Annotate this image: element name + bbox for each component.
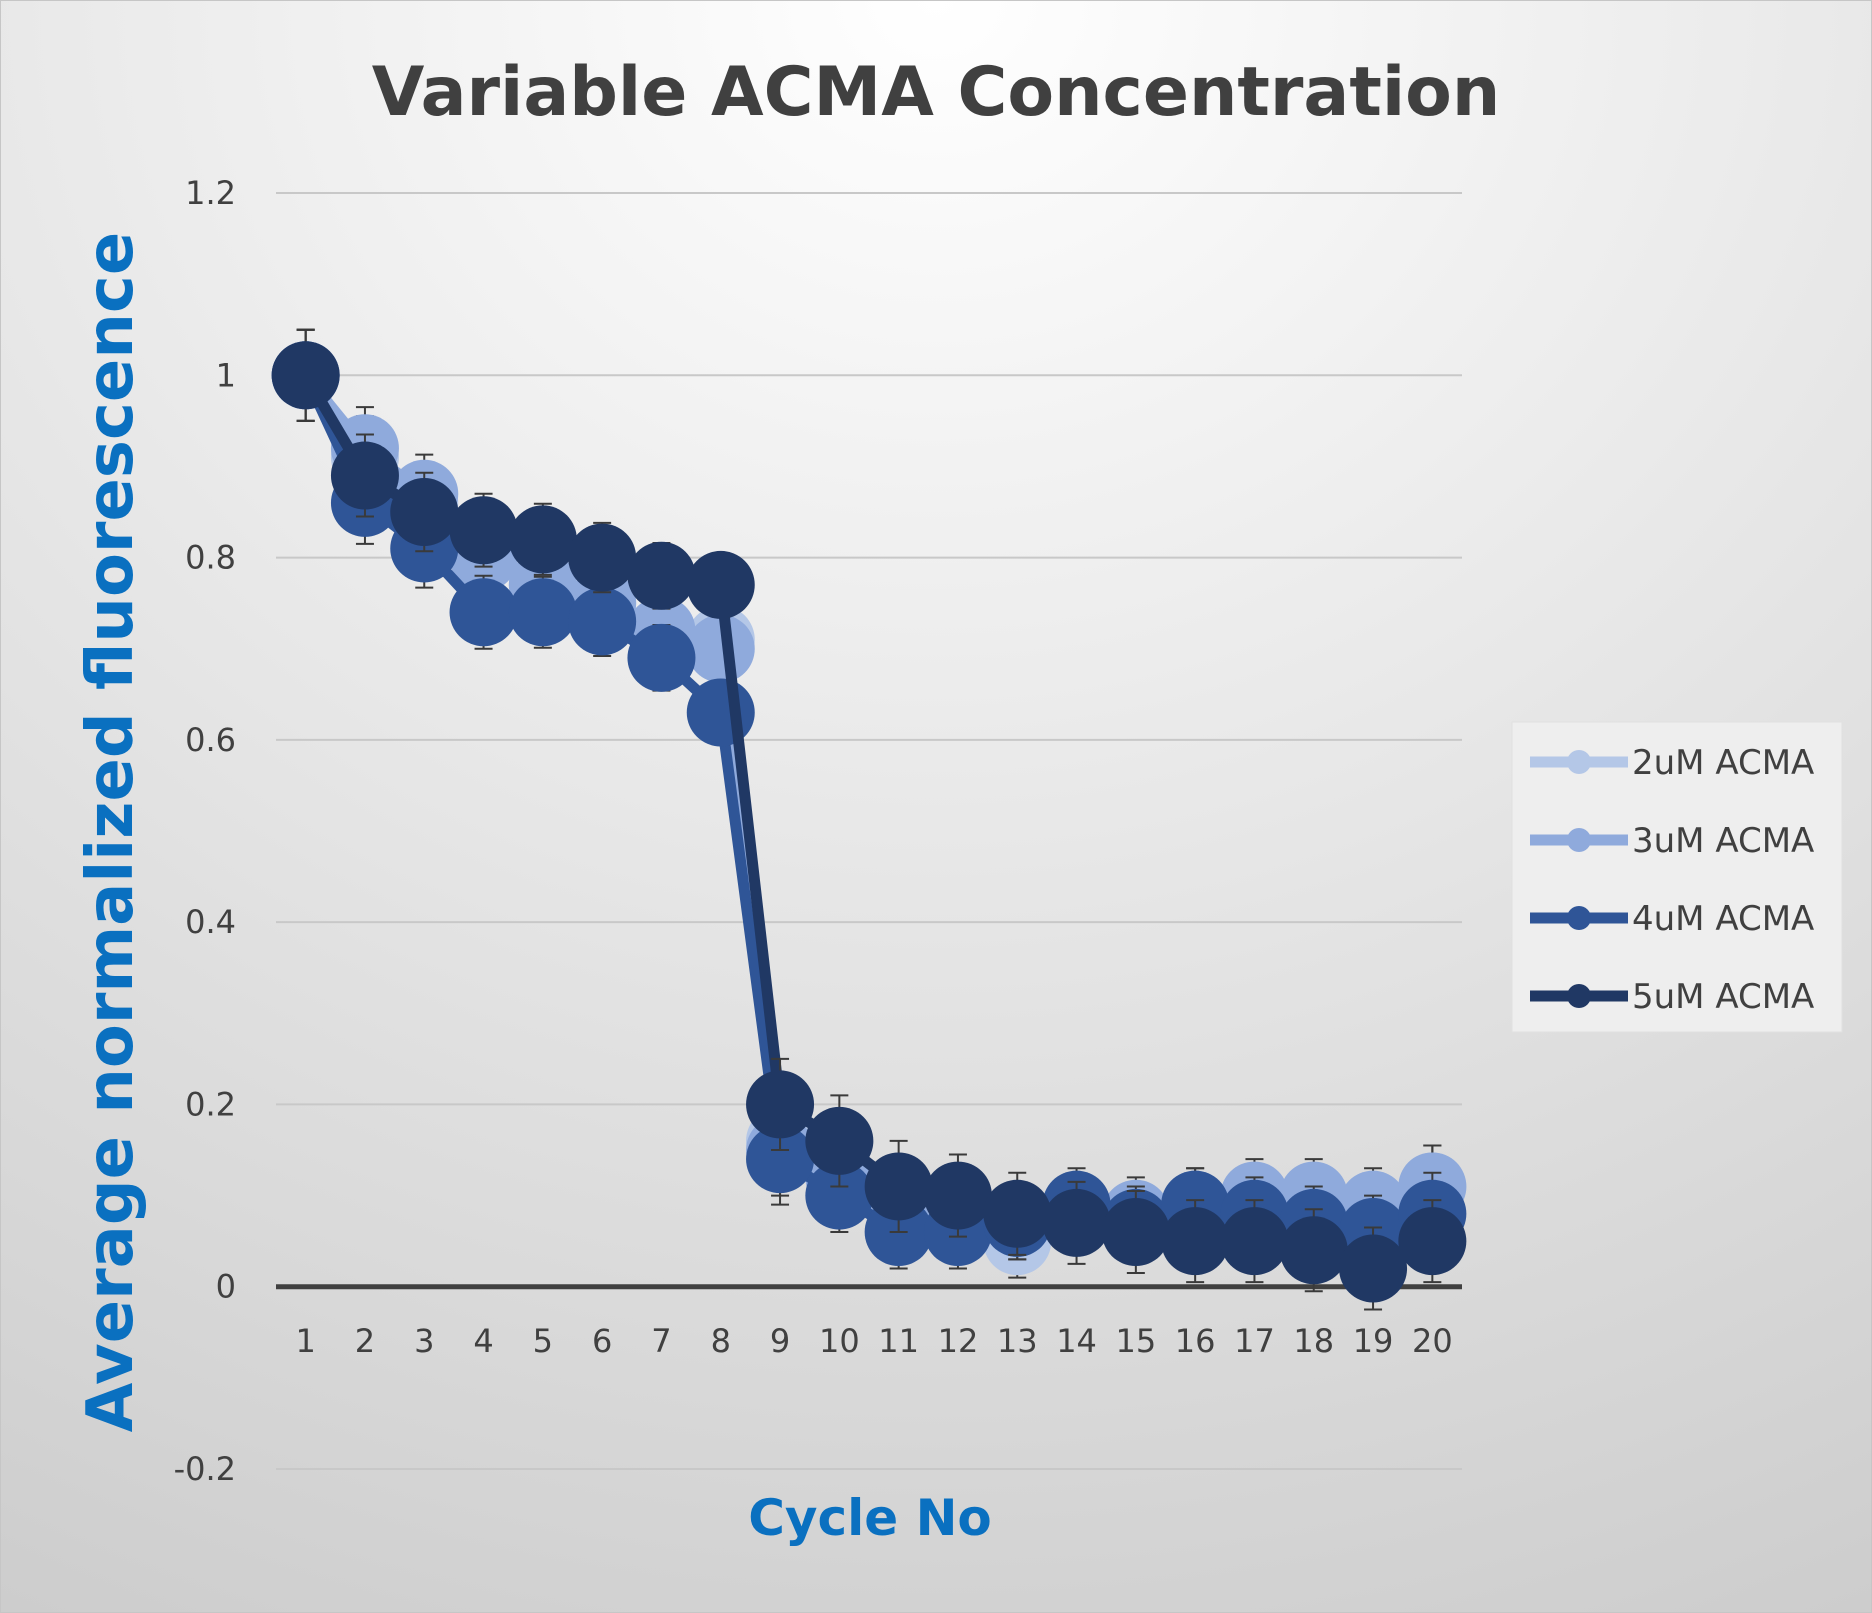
data-point bbox=[1042, 1188, 1111, 1257]
legend-marker bbox=[1567, 984, 1591, 1008]
y-tick-label: 1 bbox=[216, 356, 236, 394]
x-tick-label: 10 bbox=[819, 1322, 860, 1360]
series-layer bbox=[271, 328, 1467, 1311]
data-point bbox=[746, 1125, 815, 1194]
data-point bbox=[1161, 1207, 1230, 1276]
x-tick-label: 8 bbox=[711, 1322, 731, 1360]
x-tick-label: 2 bbox=[355, 1322, 375, 1360]
data-point bbox=[449, 496, 518, 565]
grid-lines bbox=[276, 192, 1462, 1470]
data-point bbox=[1220, 1207, 1289, 1276]
x-tick-label: 18 bbox=[1293, 1322, 1334, 1360]
x-tick-label: 5 bbox=[533, 1322, 553, 1360]
x-tick-label: 9 bbox=[770, 1322, 790, 1360]
data-point bbox=[1398, 1207, 1467, 1276]
x-tick-label: 16 bbox=[1175, 1322, 1216, 1360]
y-tick-label: 0.2 bbox=[185, 1085, 236, 1123]
data-point bbox=[923, 1161, 992, 1230]
data-point bbox=[805, 1106, 874, 1175]
data-point bbox=[686, 550, 755, 619]
series-4 bbox=[271, 328, 1467, 1311]
x-tick-label: 6 bbox=[592, 1322, 612, 1360]
x-tick-label: 3 bbox=[414, 1322, 434, 1360]
x-tick-label: 1 bbox=[295, 1322, 315, 1360]
data-point bbox=[686, 614, 755, 683]
x-tick-label: 4 bbox=[473, 1322, 493, 1360]
chart-title: Variable ACMA Concentration bbox=[372, 53, 1501, 132]
data-point bbox=[271, 341, 340, 410]
x-tick-label: 12 bbox=[938, 1322, 979, 1360]
x-axis-title: Cycle No bbox=[748, 1489, 992, 1547]
data-point bbox=[864, 1152, 933, 1221]
y-tick-label: -0.2 bbox=[174, 1450, 236, 1488]
y-tick-label: 0.8 bbox=[185, 539, 236, 577]
data-point bbox=[627, 623, 696, 692]
legend-marker bbox=[1567, 750, 1591, 774]
data-point bbox=[449, 578, 518, 647]
x-tick-label: 19 bbox=[1353, 1322, 1394, 1360]
data-point bbox=[686, 678, 755, 747]
data-point bbox=[568, 587, 637, 656]
legend-label: 3uM ACMA bbox=[1632, 821, 1814, 861]
legend-box bbox=[1511, 721, 1843, 1033]
legend-label: 4uM ACMA bbox=[1632, 899, 1814, 939]
x-tick-label: 14 bbox=[1056, 1322, 1097, 1360]
x-tick-label: 15 bbox=[1115, 1322, 1156, 1360]
y-tick-label: 0.4 bbox=[185, 903, 236, 941]
y-axis-tick-labels: -0.2 0 0.2 0.4 0.6 0.8 1 1.2 bbox=[174, 174, 236, 1488]
x-tick-label: 20 bbox=[1412, 1322, 1453, 1360]
legend-label: 2uM ACMA bbox=[1632, 743, 1814, 783]
legend: 2uM ACMA 3uM ACMA 4uM ACMA 5uM ACMA bbox=[1511, 721, 1843, 1033]
legend-marker bbox=[1567, 906, 1591, 930]
y-tick-label: 0 bbox=[216, 1268, 236, 1306]
data-point bbox=[627, 541, 696, 610]
data-point bbox=[568, 523, 637, 592]
data-point bbox=[508, 505, 577, 574]
x-tick-label: 13 bbox=[997, 1322, 1038, 1360]
x-tick-label: 11 bbox=[878, 1322, 919, 1360]
data-point bbox=[746, 1070, 815, 1139]
y-tick-label: 1.2 bbox=[185, 174, 236, 212]
data-point bbox=[1101, 1198, 1170, 1267]
data-point bbox=[330, 441, 399, 510]
y-axis-title: Average normalized fluorescence bbox=[74, 232, 148, 1433]
data-point bbox=[983, 1179, 1052, 1248]
y-tick-label: 0.6 bbox=[185, 721, 236, 759]
data-point bbox=[1339, 1234, 1408, 1303]
data-point bbox=[805, 1161, 874, 1230]
x-tick-label: 7 bbox=[651, 1322, 671, 1360]
data-point bbox=[508, 578, 577, 647]
x-axis-tick-labels: 1 2 3 4 5 6 7 8 9 10 11 12 13 14 15 16 17 18 19 20 bbox=[295, 1322, 1452, 1360]
data-point bbox=[1279, 1216, 1348, 1285]
x-tick-label: 17 bbox=[1234, 1322, 1275, 1360]
data-point bbox=[390, 478, 459, 546]
legend-marker bbox=[1567, 828, 1591, 852]
legend-label: 5uM ACMA bbox=[1632, 977, 1814, 1017]
